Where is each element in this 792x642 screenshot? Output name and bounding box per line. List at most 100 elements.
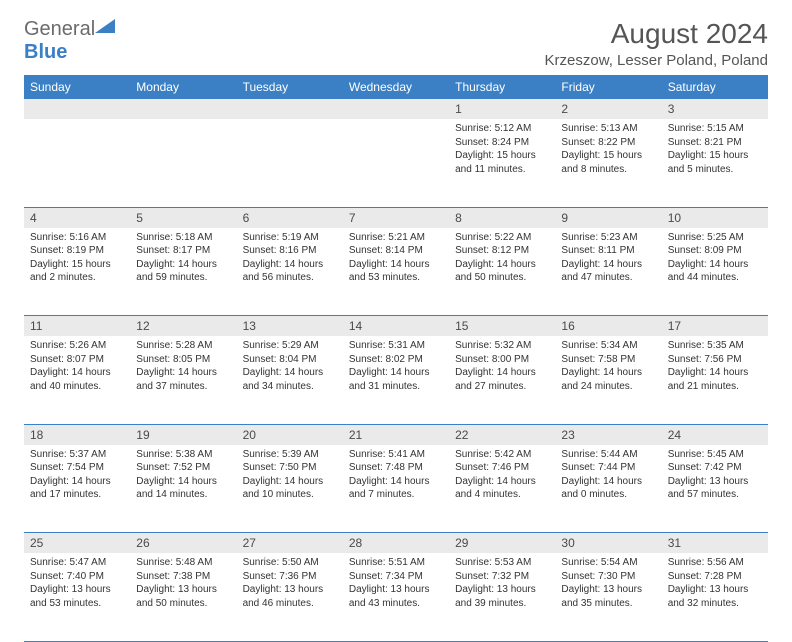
logo-text: General Blue (24, 18, 115, 64)
sunset-line: Sunset: 8:12 PM (455, 244, 549, 258)
sunset-line: Sunset: 7:56 PM (668, 353, 762, 367)
calendar-table: Sunday Monday Tuesday Wednesday Thursday… (24, 75, 768, 642)
sunrise-line: Sunrise: 5:16 AM (30, 231, 124, 245)
day-cell: Sunrise: 5:51 AMSunset: 7:34 PMDaylight:… (343, 553, 449, 641)
sunrise-line: Sunrise: 5:42 AM (455, 448, 549, 462)
day-number: 9 (555, 207, 661, 228)
day-number (24, 99, 130, 119)
daylight-line: Daylight: 13 hours and 39 minutes. (455, 583, 549, 610)
day-cell: Sunrise: 5:47 AMSunset: 7:40 PMDaylight:… (24, 553, 130, 641)
day-cell: Sunrise: 5:41 AMSunset: 7:48 PMDaylight:… (343, 445, 449, 533)
day-number: 22 (449, 424, 555, 445)
day-cell: Sunrise: 5:29 AMSunset: 8:04 PMDaylight:… (237, 336, 343, 424)
daylight-line: Daylight: 13 hours and 32 minutes. (668, 583, 762, 610)
daylight-line: Daylight: 15 hours and 5 minutes. (668, 149, 762, 176)
daynum-row: 25262728293031 (24, 533, 768, 554)
daynum-row: 123 (24, 99, 768, 119)
sunrise-line: Sunrise: 5:35 AM (668, 339, 762, 353)
sunrise-line: Sunrise: 5:28 AM (136, 339, 230, 353)
sunrise-line: Sunrise: 5:32 AM (455, 339, 549, 353)
sunset-line: Sunset: 8:07 PM (30, 353, 124, 367)
daylight-line: Daylight: 13 hours and 53 minutes. (30, 583, 124, 610)
sunset-line: Sunset: 7:54 PM (30, 461, 124, 475)
daylight-line: Daylight: 14 hours and 7 minutes. (349, 475, 443, 502)
day-cell: Sunrise: 5:34 AMSunset: 7:58 PMDaylight:… (555, 336, 661, 424)
sunset-line: Sunset: 7:58 PM (561, 353, 655, 367)
day-cell: Sunrise: 5:16 AMSunset: 8:19 PMDaylight:… (24, 228, 130, 316)
sunset-line: Sunset: 8:00 PM (455, 353, 549, 367)
sunset-line: Sunset: 8:21 PM (668, 136, 762, 150)
day-number: 25 (24, 533, 130, 554)
daylight-line: Daylight: 13 hours and 50 minutes. (136, 583, 230, 610)
sunset-line: Sunset: 7:38 PM (136, 570, 230, 584)
sunrise-line: Sunrise: 5:13 AM (561, 122, 655, 136)
sunrise-line: Sunrise: 5:56 AM (668, 556, 762, 570)
weekday-header: Monday (130, 75, 236, 99)
daylight-line: Daylight: 13 hours and 43 minutes. (349, 583, 443, 610)
daylight-line: Daylight: 14 hours and 0 minutes. (561, 475, 655, 502)
day-cell: Sunrise: 5:12 AMSunset: 8:24 PMDaylight:… (449, 119, 555, 207)
weekday-header: Thursday (449, 75, 555, 99)
sunset-line: Sunset: 7:46 PM (455, 461, 549, 475)
sunrise-line: Sunrise: 5:51 AM (349, 556, 443, 570)
daylight-line: Daylight: 14 hours and 27 minutes. (455, 366, 549, 393)
daylight-line: Daylight: 14 hours and 53 minutes. (349, 258, 443, 285)
day-cell: Sunrise: 5:19 AMSunset: 8:16 PMDaylight:… (237, 228, 343, 316)
content-row: Sunrise: 5:26 AMSunset: 8:07 PMDaylight:… (24, 336, 768, 424)
sunset-line: Sunset: 7:42 PM (668, 461, 762, 475)
daylight-line: Daylight: 14 hours and 40 minutes. (30, 366, 124, 393)
day-number: 17 (662, 316, 768, 337)
sunrise-line: Sunrise: 5:29 AM (243, 339, 337, 353)
sunrise-line: Sunrise: 5:34 AM (561, 339, 655, 353)
day-number: 11 (24, 316, 130, 337)
daynum-row: 11121314151617 (24, 316, 768, 337)
logo-word1: General (24, 18, 95, 40)
daynum-row: 18192021222324 (24, 424, 768, 445)
weekday-header-row: Sunday Monday Tuesday Wednesday Thursday… (24, 75, 768, 99)
sunset-line: Sunset: 8:09 PM (668, 244, 762, 258)
sunrise-line: Sunrise: 5:25 AM (668, 231, 762, 245)
logo: General Blue (24, 18, 115, 64)
day-number: 26 (130, 533, 236, 554)
day-number: 4 (24, 207, 130, 228)
daylight-line: Daylight: 14 hours and 44 minutes. (668, 258, 762, 285)
daylight-line: Daylight: 13 hours and 46 minutes. (243, 583, 337, 610)
weekday-header: Wednesday (343, 75, 449, 99)
daylight-line: Daylight: 13 hours and 35 minutes. (561, 583, 655, 610)
sunset-line: Sunset: 8:24 PM (455, 136, 549, 150)
sunrise-line: Sunrise: 5:26 AM (30, 339, 124, 353)
day-cell: Sunrise: 5:54 AMSunset: 7:30 PMDaylight:… (555, 553, 661, 641)
day-cell: Sunrise: 5:25 AMSunset: 8:09 PMDaylight:… (662, 228, 768, 316)
daylight-line: Daylight: 14 hours and 4 minutes. (455, 475, 549, 502)
sunset-line: Sunset: 8:04 PM (243, 353, 337, 367)
day-cell: Sunrise: 5:35 AMSunset: 7:56 PMDaylight:… (662, 336, 768, 424)
day-number: 6 (237, 207, 343, 228)
sunset-line: Sunset: 8:22 PM (561, 136, 655, 150)
day-number: 7 (343, 207, 449, 228)
daylight-line: Daylight: 14 hours and 37 minutes. (136, 366, 230, 393)
logo-triangle-icon (95, 19, 115, 35)
sunset-line: Sunset: 7:52 PM (136, 461, 230, 475)
day-cell: Sunrise: 5:32 AMSunset: 8:00 PMDaylight:… (449, 336, 555, 424)
day-cell (343, 119, 449, 207)
sunrise-line: Sunrise: 5:22 AM (455, 231, 549, 245)
day-number: 8 (449, 207, 555, 228)
sunrise-line: Sunrise: 5:54 AM (561, 556, 655, 570)
sunrise-line: Sunrise: 5:44 AM (561, 448, 655, 462)
day-cell: Sunrise: 5:56 AMSunset: 7:28 PMDaylight:… (662, 553, 768, 641)
sunrise-line: Sunrise: 5:37 AM (30, 448, 124, 462)
content-row: Sunrise: 5:37 AMSunset: 7:54 PM Daylight:… (24, 445, 768, 533)
month-title: August 2024 (545, 18, 768, 50)
day-cell: Sunrise: 5:50 AMSunset: 7:36 PMDaylight:… (237, 553, 343, 641)
day-number: 21 (343, 424, 449, 445)
weekday-header: Saturday (662, 75, 768, 99)
daylight-line: Daylight: 14 hours and 24 minutes. (561, 366, 655, 393)
day-cell: Sunrise: 5:15 AMSunset: 8:21 PMDaylight:… (662, 119, 768, 207)
daylight-line: Daylight: 14 hours and 59 minutes. (136, 258, 230, 285)
sunrise-line: Sunrise: 5:45 AM (668, 448, 762, 462)
day-number: 5 (130, 207, 236, 228)
sunset-line: Sunset: 7:50 PM (243, 461, 337, 475)
sunrise-line: Sunrise: 5:38 AM (136, 448, 230, 462)
sunrise-line: Sunrise: 5:19 AM (243, 231, 337, 245)
day-number: 10 (662, 207, 768, 228)
